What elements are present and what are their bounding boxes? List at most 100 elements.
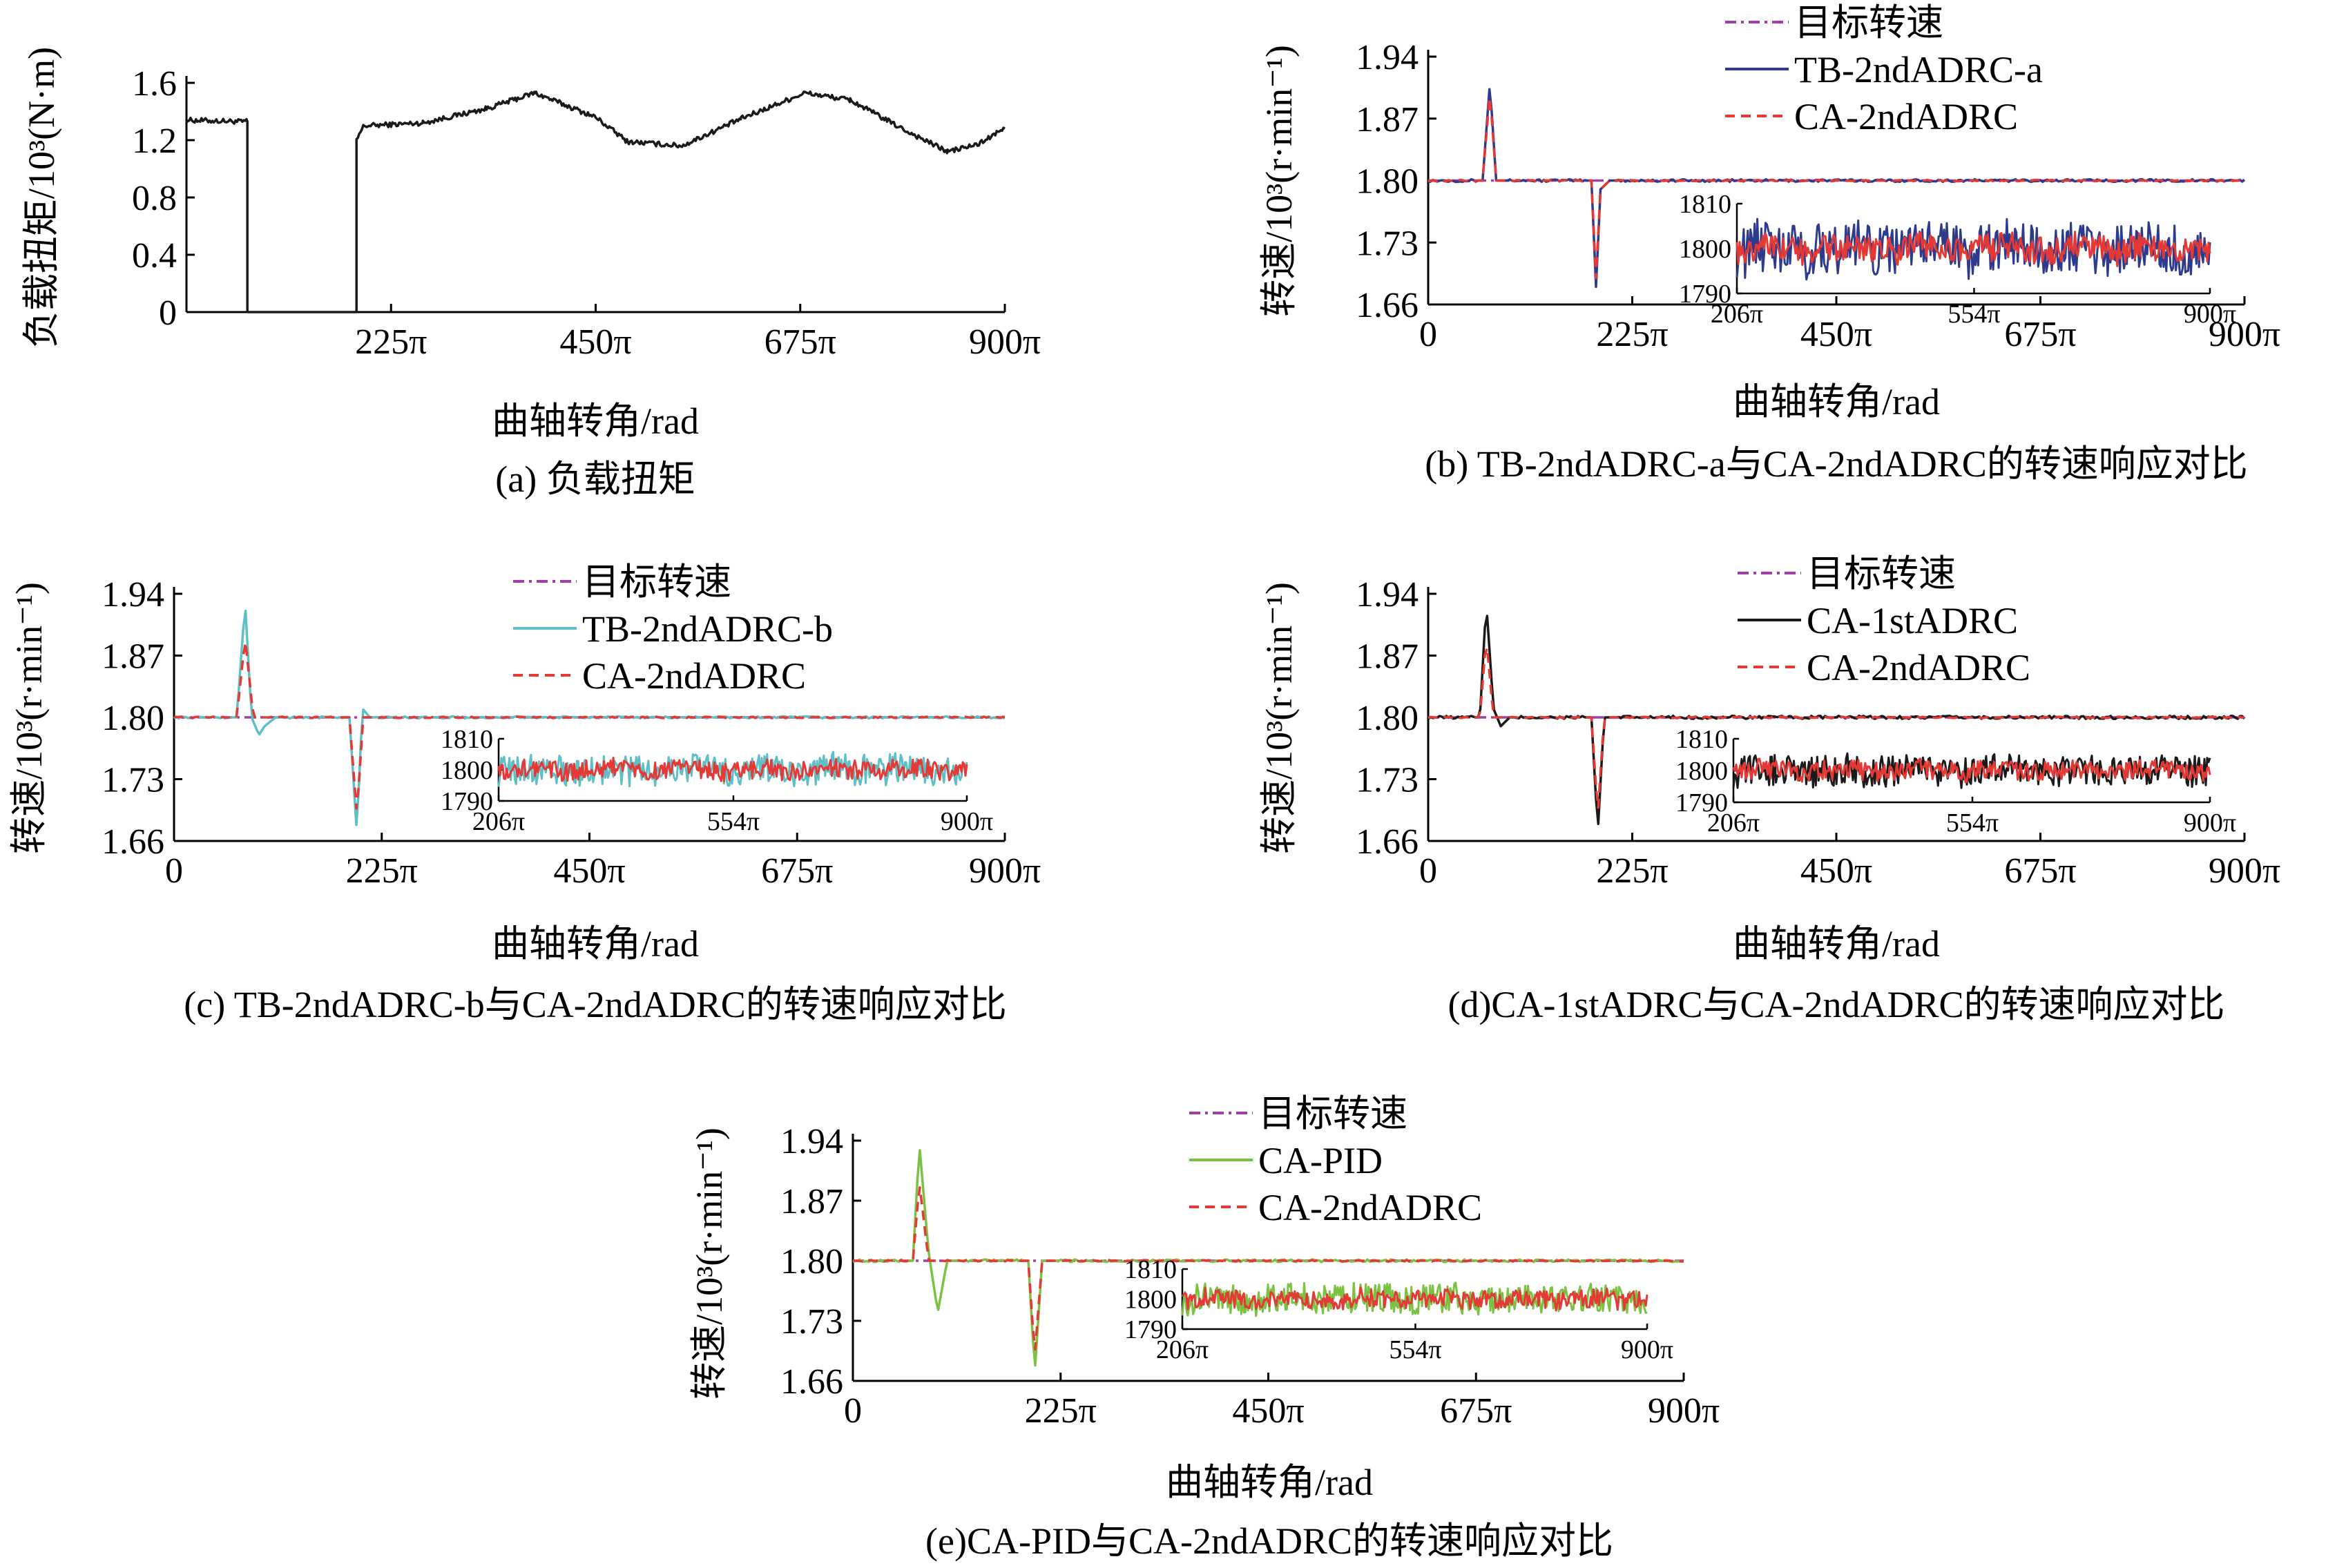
legend-label: 目标转速 xyxy=(1794,2,1943,43)
y-tick-label: 1.94 xyxy=(1356,38,1419,77)
x-tick-label: 225π xyxy=(1025,1391,1097,1431)
inset-x-tick-label: 900π xyxy=(941,807,993,836)
x-tick-label: 900π xyxy=(969,851,1041,891)
inset-y-tick-label: 1810 xyxy=(1124,1255,1177,1284)
inset-series-line-CA-2ndADRC xyxy=(1181,1286,1648,1312)
xlabel-e: 曲轴转角/rad xyxy=(1166,1462,1373,1503)
y-tick-label: 1.87 xyxy=(780,1182,843,1221)
inset-series-line-CA-2ndADRC xyxy=(1736,231,2211,267)
x-tick-label: 900π xyxy=(2209,315,2280,354)
series-line-CA-2ndADRC xyxy=(852,1185,1684,1351)
legend: 目标转速 TB-2ndADRC-a CA-2ndADRC xyxy=(1725,2,2043,137)
y-tick-label: 1.87 xyxy=(1356,637,1419,677)
caption-a: (a) 负载扭矩 xyxy=(495,458,695,500)
panel-b: 1.661.731.801.871.940 225π 450π 675π 900π181… xyxy=(1258,2,2280,485)
inset-x-tick-label: 554π xyxy=(1948,300,2000,329)
legend-label: 目标转速 xyxy=(582,561,731,603)
inset-y-tick-label: 1790 xyxy=(1124,1315,1177,1344)
legend-label: CA-2ndADRC xyxy=(1807,647,2030,688)
inset-x-tick-label: 554π xyxy=(1389,1335,1441,1364)
y-tick-label: 1.87 xyxy=(1356,100,1419,139)
x-tick-label: 450π xyxy=(1800,315,1872,354)
y-tick-label: 1.66 xyxy=(1356,822,1419,862)
series-line-CA-2ndADRC xyxy=(1427,646,2245,809)
inset-x-tick-label: 900π xyxy=(2184,300,2236,329)
legend-label: 目标转速 xyxy=(1258,1093,1407,1134)
legend-label: CA-PID xyxy=(1258,1140,1383,1181)
xlabel-a: 曲轴转角/rad xyxy=(492,400,699,442)
legend: 目标转速 TB-2ndADRC-b CA-2ndADRC xyxy=(513,561,833,697)
x-tick-label: 0 xyxy=(844,1391,862,1431)
x-tick-label: 0 xyxy=(1419,851,1437,891)
x-tick-label: 900π xyxy=(969,322,1041,362)
legend-label: 目标转速 xyxy=(1807,553,1956,594)
inset-x-tick-label: 206π xyxy=(472,807,525,836)
inset-x-tick-label: 554π xyxy=(1946,809,1999,838)
x-tick-label: 0 xyxy=(165,851,183,891)
y-tick-label: 0.8 xyxy=(132,179,177,218)
caption-e: (e)CA-PID与CA-2ndADRC的转速响应对比 xyxy=(925,1520,1613,1562)
x-tick-label: 675π xyxy=(2004,851,2076,891)
x-tick-label: 900π xyxy=(2209,851,2280,891)
y-tick-label: 0.4 xyxy=(132,236,177,275)
ylabel-e: 转速/10³(r·min⁻¹) xyxy=(689,1127,730,1400)
x-tick-label: 450π xyxy=(1232,1391,1304,1431)
y-tick-label: 1.80 xyxy=(1356,162,1419,202)
inset-y-tick-label: 1790 xyxy=(1675,788,1728,817)
inset-x-tick-label: 206π xyxy=(1156,1335,1209,1364)
inset-y-tick-label: 1810 xyxy=(1675,725,1728,754)
inset-series-line-CA-2ndADRC xyxy=(497,757,968,782)
x-tick-label: 900π xyxy=(1648,1391,1720,1431)
ylabel-c: 转速/10³(r·min⁻¹) xyxy=(8,582,50,854)
y-tick-label: 1.73 xyxy=(1356,224,1419,263)
inset-series-line-CA-1stADRC xyxy=(1732,752,2211,789)
x-tick-label: 675π xyxy=(2004,315,2076,354)
ylabel-d: 转速/10³(r·min⁻¹) xyxy=(1258,582,1300,854)
y-tick-label: 1.73 xyxy=(102,761,164,800)
inset-y-tick-label: 1800 xyxy=(1679,235,1731,264)
inset-x-tick-label: 900π xyxy=(2184,809,2236,838)
legend: 目标转速 CA-1stADRC CA-2ndADRC xyxy=(1738,553,2030,688)
y-tick-label: 1.94 xyxy=(1356,575,1419,614)
inset-y-tick-label: 1800 xyxy=(441,756,493,785)
legend: 目标转速 CA-PID CA-2ndADRC xyxy=(1189,1093,1482,1228)
inset-y-tick-label: 1800 xyxy=(1675,757,1728,786)
xlabel-d: 曲轴转角/rad xyxy=(1733,923,1940,965)
x-tick-label: 450π xyxy=(553,851,625,891)
y-tick-label: 1.6 xyxy=(132,64,177,104)
x-tick-label: 225π xyxy=(1596,851,1668,891)
inset-x-tick-label: 206π xyxy=(1711,300,1763,329)
legend-label: CA-2ndADRC xyxy=(1258,1187,1482,1228)
panel-d: 1.661.731.801.871.940 225π 450π 675π 900π181… xyxy=(1258,553,2280,1025)
caption-b: (b) TB-2ndADRC-a与CA-2ndADRC的转速响应对比 xyxy=(1425,443,2247,485)
x-tick-label: 675π xyxy=(1440,1391,1512,1431)
x-tick-label: 0 xyxy=(1419,315,1437,354)
caption-d: (d)CA-1stADRC与CA-2ndADRC的转速响应对比 xyxy=(1448,984,2224,1025)
legend-label: TB-2ndADRC-b xyxy=(582,608,833,650)
y-tick-label: 1.66 xyxy=(102,822,164,862)
inset-y-tick-label: 1790 xyxy=(441,787,493,816)
x-tick-label: 225π xyxy=(355,322,427,362)
y-tick-label: 1.73 xyxy=(780,1302,843,1342)
inset-series-line-TB-2ndADRC-a xyxy=(1736,217,2211,281)
inset-y-tick-label: 1810 xyxy=(1679,190,1731,219)
legend-label: CA-1stADRC xyxy=(1807,600,2018,641)
y-tick-label: 0 xyxy=(159,293,177,333)
y-tick-label: 1.66 xyxy=(780,1362,843,1402)
y-tick-label: 1.87 xyxy=(102,637,164,677)
y-tick-label: 1.2 xyxy=(132,122,177,161)
inset-y-tick-label: 1790 xyxy=(1679,280,1731,309)
panel-a: 0 0.4 0.8 1.2 1.6 225π 450π 675π 900π 负载扭矩/10³(N… xyxy=(21,47,1041,500)
y-tick-label: 1.73 xyxy=(1356,761,1419,800)
legend-label: CA-2ndADRC xyxy=(1794,96,2018,137)
xlabel-b: 曲轴转角/rad xyxy=(1733,381,1940,423)
ylabel-a: 负载扭矩/10³(N·m) xyxy=(21,47,62,348)
xlabel-c: 曲轴转角/rad xyxy=(492,923,699,965)
x-tick-label: 225π xyxy=(346,851,418,891)
inset-x-tick-label: 554π xyxy=(707,807,760,836)
inset-x-tick-label: 206π xyxy=(1707,809,1760,838)
